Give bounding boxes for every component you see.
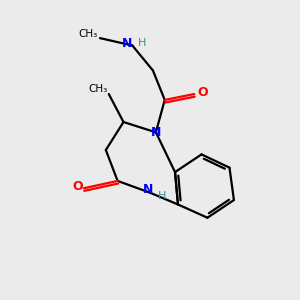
Text: H: H <box>158 190 166 201</box>
Text: CH₃: CH₃ <box>89 84 108 94</box>
Text: CH₃: CH₃ <box>79 29 98 39</box>
Text: O: O <box>197 86 208 99</box>
Text: N: N <box>151 126 162 139</box>
Text: O: O <box>72 180 83 193</box>
Text: N: N <box>143 183 154 196</box>
Text: H: H <box>138 38 146 47</box>
Text: N: N <box>122 38 132 50</box>
